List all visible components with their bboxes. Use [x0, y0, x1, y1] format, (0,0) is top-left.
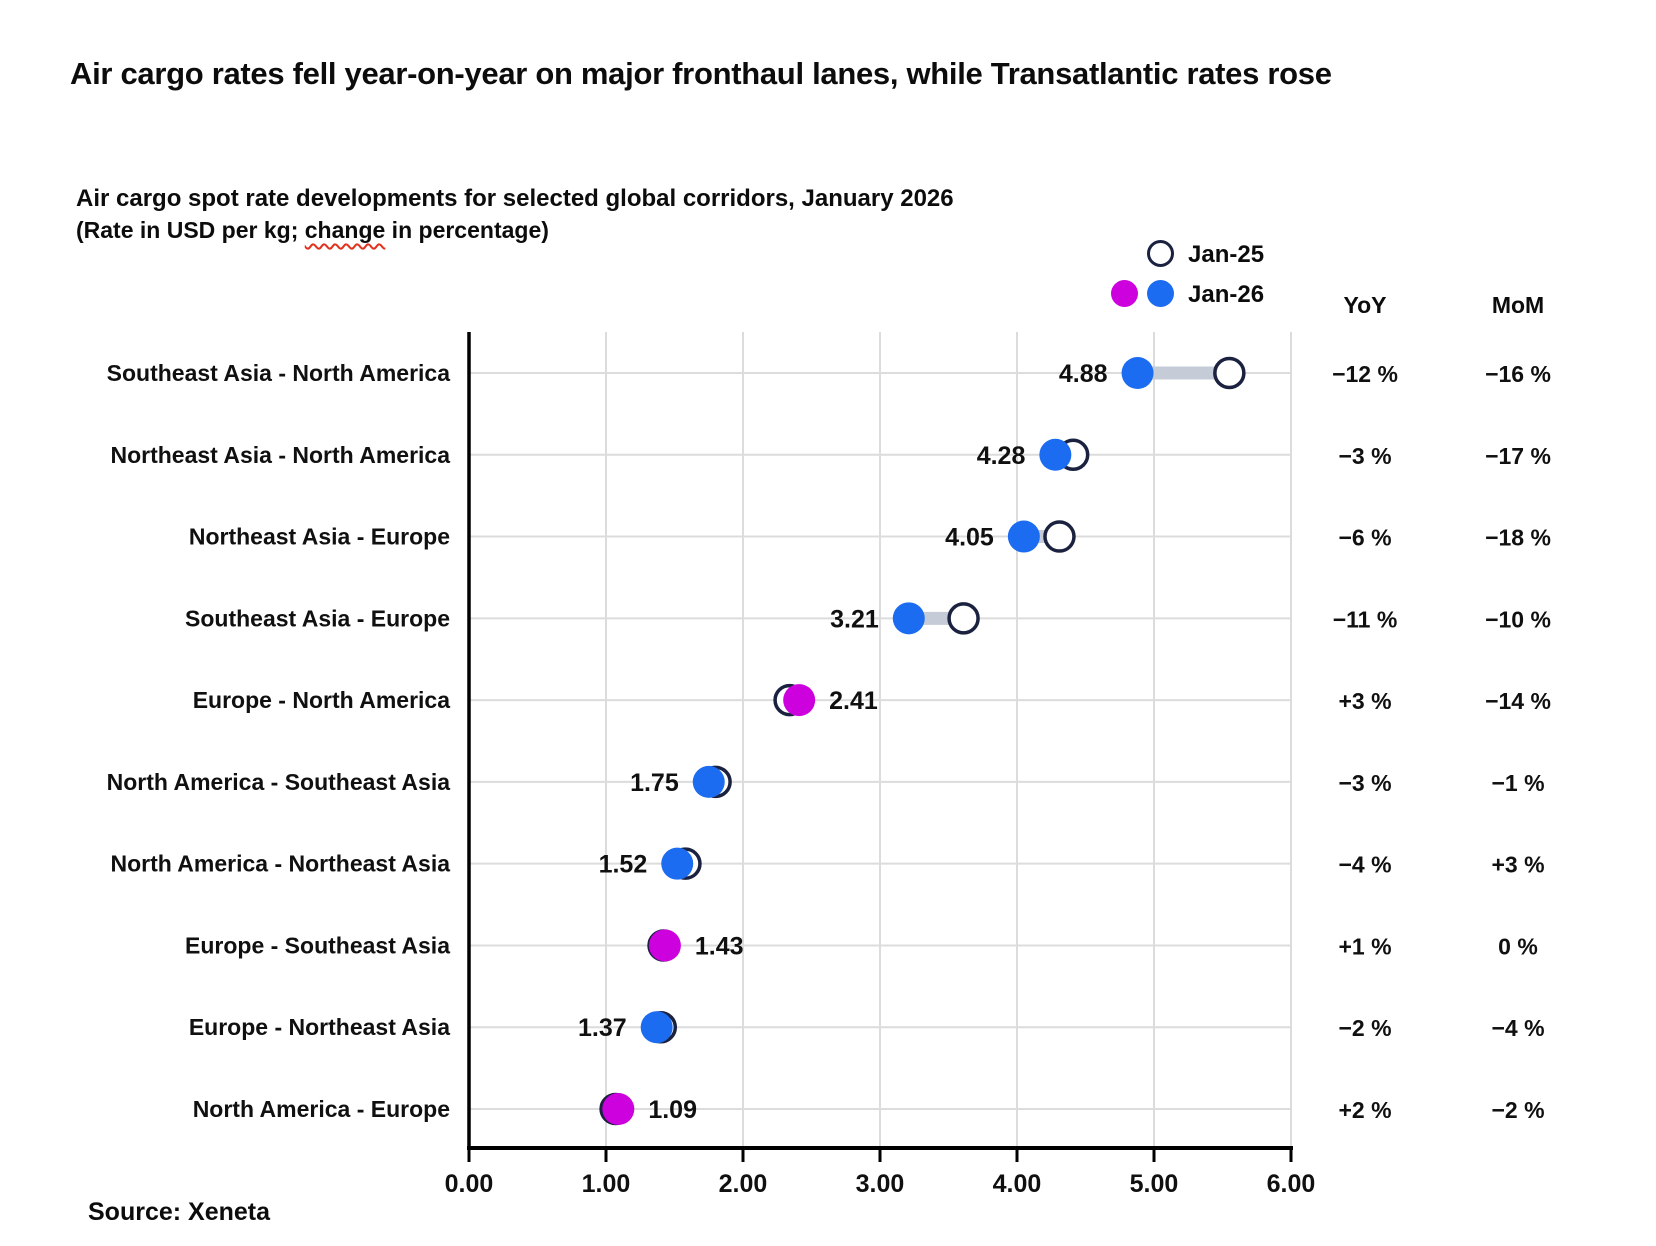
x-tick-label: 2.00	[719, 1170, 768, 1198]
data-point-jan26	[1121, 357, 1154, 389]
x-tick-label: 3.00	[856, 1170, 905, 1198]
data-point-jan26	[1007, 520, 1040, 553]
value-label: 4.28	[977, 442, 1026, 470]
jan26-magenta-dot-icon	[1111, 280, 1138, 307]
x-tick-label: 1.00	[582, 1170, 631, 1198]
yoy-value: −6 %	[1338, 525, 1391, 551]
value-label: 1.75	[630, 769, 679, 797]
yoy-value: −3 %	[1338, 443, 1391, 469]
yoy-value: −12 %	[1332, 361, 1398, 387]
category-label: Southeast Asia - Europe	[185, 605, 450, 631]
mom-value: −16 %	[1485, 361, 1551, 387]
column-header-mom: MoM	[1491, 292, 1545, 318]
data-point-jan26	[892, 602, 925, 635]
source-note: Source: Xeneta	[88, 1198, 271, 1226]
yoy-value: −4 %	[1338, 852, 1391, 878]
legend-label-jan25: Jan-25	[1188, 241, 1265, 268]
mom-value: 0 %	[1498, 933, 1538, 959]
data-point-jan25	[1213, 356, 1246, 390]
category-label: North America - Northeast Asia	[110, 851, 450, 877]
mom-value: −10 %	[1485, 606, 1551, 632]
yoy-value: −3 %	[1338, 770, 1391, 796]
data-point-jan26	[692, 765, 725, 798]
value-label: 1.52	[599, 851, 648, 879]
data-point-jan26	[648, 929, 681, 962]
subtitle-note-prefix: (Rate in USD per kg;	[76, 217, 305, 243]
page-title: Air cargo rates fell year-on-year on maj…	[70, 56, 1332, 91]
category-label: Europe - Southeast Asia	[185, 932, 450, 958]
chart-subtitle-note: (Rate in USD per kg; change in percentag…	[76, 217, 549, 244]
data-point-jan25	[1043, 520, 1076, 553]
category-label: North America - Europe	[193, 1096, 450, 1122]
category-label: Southeast Asia - North America	[107, 360, 451, 386]
category-label: Northeast Asia - Europe	[189, 524, 450, 550]
category-label: Europe - Northeast Asia	[189, 1014, 450, 1040]
value-label: 2.41	[829, 687, 878, 715]
mom-value: −17 %	[1485, 443, 1551, 469]
yoy-value: −11 %	[1333, 606, 1398, 632]
column-header-yoy: YoY	[1343, 292, 1387, 318]
jan26-blue-dot-icon	[1147, 280, 1174, 307]
yoy-value: +3 %	[1338, 688, 1391, 714]
value-label: 1.43	[695, 932, 744, 960]
category-label: North America - Southeast Asia	[107, 769, 451, 795]
data-point-jan26	[661, 847, 694, 880]
data-point-jan26	[783, 684, 816, 717]
value-label: 4.88	[1059, 360, 1108, 388]
value-label: 4.05	[945, 524, 994, 552]
chart-subtitle: Air cargo spot rate developments for sel…	[76, 185, 954, 212]
subtitle-note-suffix: in percentage)	[385, 217, 549, 243]
data-point-jan25	[947, 602, 980, 635]
x-tick-label: 6.00	[1267, 1170, 1316, 1198]
spellcheck-wavy-underline: change	[304, 217, 386, 243]
x-tick-label: 4.00	[993, 1170, 1042, 1198]
mom-value: −2 %	[1491, 1097, 1544, 1123]
data-point-jan26	[1039, 438, 1072, 471]
mom-value: −4 %	[1491, 1015, 1544, 1041]
yoy-value: −2 %	[1338, 1015, 1391, 1041]
yoy-value: +1 %	[1338, 933, 1391, 959]
category-label: Northeast Asia - North America	[110, 442, 450, 468]
x-tick-label: 5.00	[1130, 1170, 1179, 1198]
data-point-jan26	[640, 1011, 673, 1044]
value-label: 1.37	[578, 1014, 627, 1042]
jan25-open-circle-icon	[1147, 240, 1174, 267]
mom-value: +3 %	[1491, 852, 1544, 878]
category-label: Europe - North America	[193, 687, 451, 713]
yoy-value: +2 %	[1338, 1097, 1391, 1123]
x-tick-label: 0.00	[445, 1170, 494, 1198]
value-label: 3.21	[830, 605, 879, 633]
data-point-jan26	[602, 1093, 635, 1126]
value-label: 1.09	[648, 1096, 697, 1124]
legend-label-jan26: Jan-26	[1188, 281, 1265, 308]
mom-value: −14 %	[1485, 688, 1551, 714]
mom-value: −18 %	[1485, 525, 1551, 551]
mom-value: −1 %	[1491, 770, 1544, 796]
